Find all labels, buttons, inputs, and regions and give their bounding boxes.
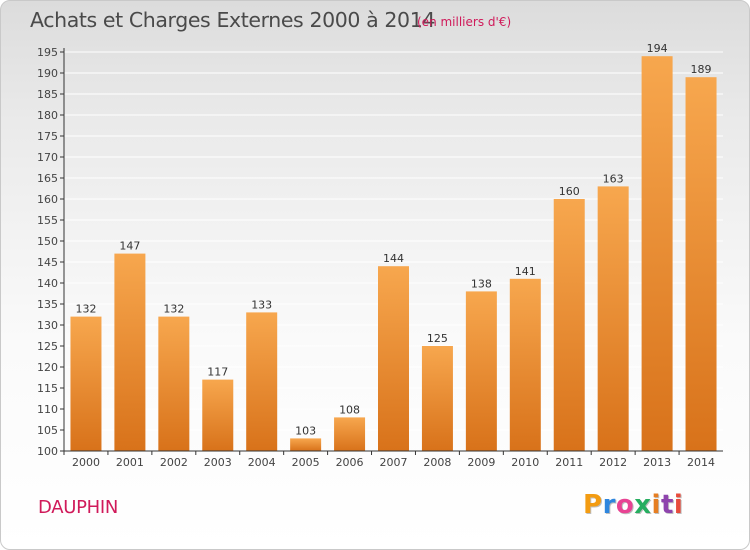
logo-letter: r	[602, 490, 616, 520]
logo-letter: t	[660, 490, 674, 520]
y-tick-label: 185	[37, 88, 58, 101]
y-tick-label: 165	[37, 172, 58, 185]
bar-2001	[114, 253, 146, 451]
logo-letter: i	[651, 490, 661, 520]
value-label-2010: 141	[515, 265, 536, 278]
y-axis-tick-labels: 100 105 110 115 120 125 130 135 140 145 150 155 160 1…	[37, 46, 64, 458]
value-label-2009: 138	[471, 277, 492, 290]
value-label-2005: 103	[295, 424, 316, 437]
bar-2000	[70, 316, 102, 451]
y-tick-label: 160	[37, 193, 58, 206]
x-tick-label-2013: 2013	[643, 456, 671, 469]
value-label-2004: 133	[251, 298, 272, 311]
commune-name: DAUPHIN	[38, 497, 119, 518]
bars	[70, 56, 717, 451]
value-label-2006: 108	[339, 403, 360, 416]
logo-letter: x	[634, 490, 652, 520]
value-label-2007: 144	[383, 252, 404, 265]
y-tick-label: 170	[37, 151, 58, 164]
x-tick-label-2007: 2007	[380, 456, 408, 469]
bar-2008	[421, 346, 453, 451]
y-tick-label: 135	[37, 298, 58, 311]
chart-title: Achats et Charges Externes 2000 à 2014	[30, 8, 435, 32]
y-tick-label: 155	[37, 214, 58, 227]
x-tick-label-2009: 2009	[467, 456, 495, 469]
x-tick-label-2001: 2001	[116, 456, 144, 469]
value-label-2011: 160	[559, 185, 580, 198]
y-tick-label: 105	[37, 424, 58, 437]
bar-2012	[597, 186, 629, 451]
proxiti-logo: Proxiti	[583, 490, 683, 520]
y-tick-label: 110	[37, 403, 58, 416]
y-tick-label: 125	[37, 340, 58, 353]
bar-2002	[158, 316, 190, 451]
x-tick-label-2010: 2010	[511, 456, 539, 469]
chart-subtitle: (en milliers d'€)	[417, 15, 512, 29]
x-tick-label-2006: 2006	[336, 456, 364, 469]
value-labels: 132 147 132 117 133 103 108 144 125 138 141 160 163 1…	[75, 42, 711, 437]
logo-letter: P	[583, 490, 603, 520]
value-label-2003: 117	[207, 366, 228, 379]
value-label-2012: 163	[603, 172, 624, 185]
y-tick-label: 140	[37, 277, 58, 290]
bar-2006	[334, 417, 366, 451]
x-tick-label-2002: 2002	[160, 456, 188, 469]
y-tick-label: 180	[37, 109, 58, 122]
bar-2005	[290, 438, 322, 451]
value-label-2008: 125	[427, 332, 448, 345]
x-tick-label-2005: 2005	[292, 456, 320, 469]
value-label-2014: 189	[691, 63, 712, 76]
y-tick-label: 100	[37, 445, 58, 458]
logo-letter: i	[673, 490, 684, 520]
x-tick-label-2003: 2003	[204, 456, 232, 469]
y-tick-label: 150	[37, 235, 58, 248]
bar-2009	[465, 291, 497, 451]
x-tick-label-2008: 2008	[423, 456, 451, 469]
value-label-2001: 147	[119, 240, 140, 253]
logo-letter: o	[615, 490, 635, 520]
y-tick-label: 195	[37, 46, 58, 59]
bar-2011	[553, 199, 585, 451]
x-tick-label-2011: 2011	[555, 456, 583, 469]
x-tick-label-2012: 2012	[599, 456, 627, 469]
bar-2007	[378, 266, 409, 451]
value-label-2002: 132	[163, 303, 184, 316]
y-tick-label: 115	[37, 382, 58, 395]
bar-2010	[509, 278, 541, 451]
x-tick-label-2000: 2000	[72, 456, 100, 469]
y-tick-label: 120	[37, 361, 58, 374]
value-label-2013: 194	[647, 42, 668, 55]
bar-2003	[202, 379, 234, 451]
bar-2004	[246, 312, 278, 451]
x-tick-label-2004: 2004	[248, 456, 276, 469]
y-tick-label: 190	[37, 67, 58, 80]
x-tick-label-2014: 2014	[687, 456, 715, 469]
y-tick-label: 175	[37, 130, 58, 143]
bar-2013	[641, 56, 673, 451]
value-label-2000: 132	[75, 303, 96, 316]
bar-2014	[685, 77, 717, 451]
x-axis-tick-labels: 2000 2001 2002 2003 2004 2005 2006 2007 2008 2009…	[63, 451, 715, 469]
y-tick-label: 145	[37, 256, 58, 269]
y-tick-label: 130	[37, 319, 58, 332]
